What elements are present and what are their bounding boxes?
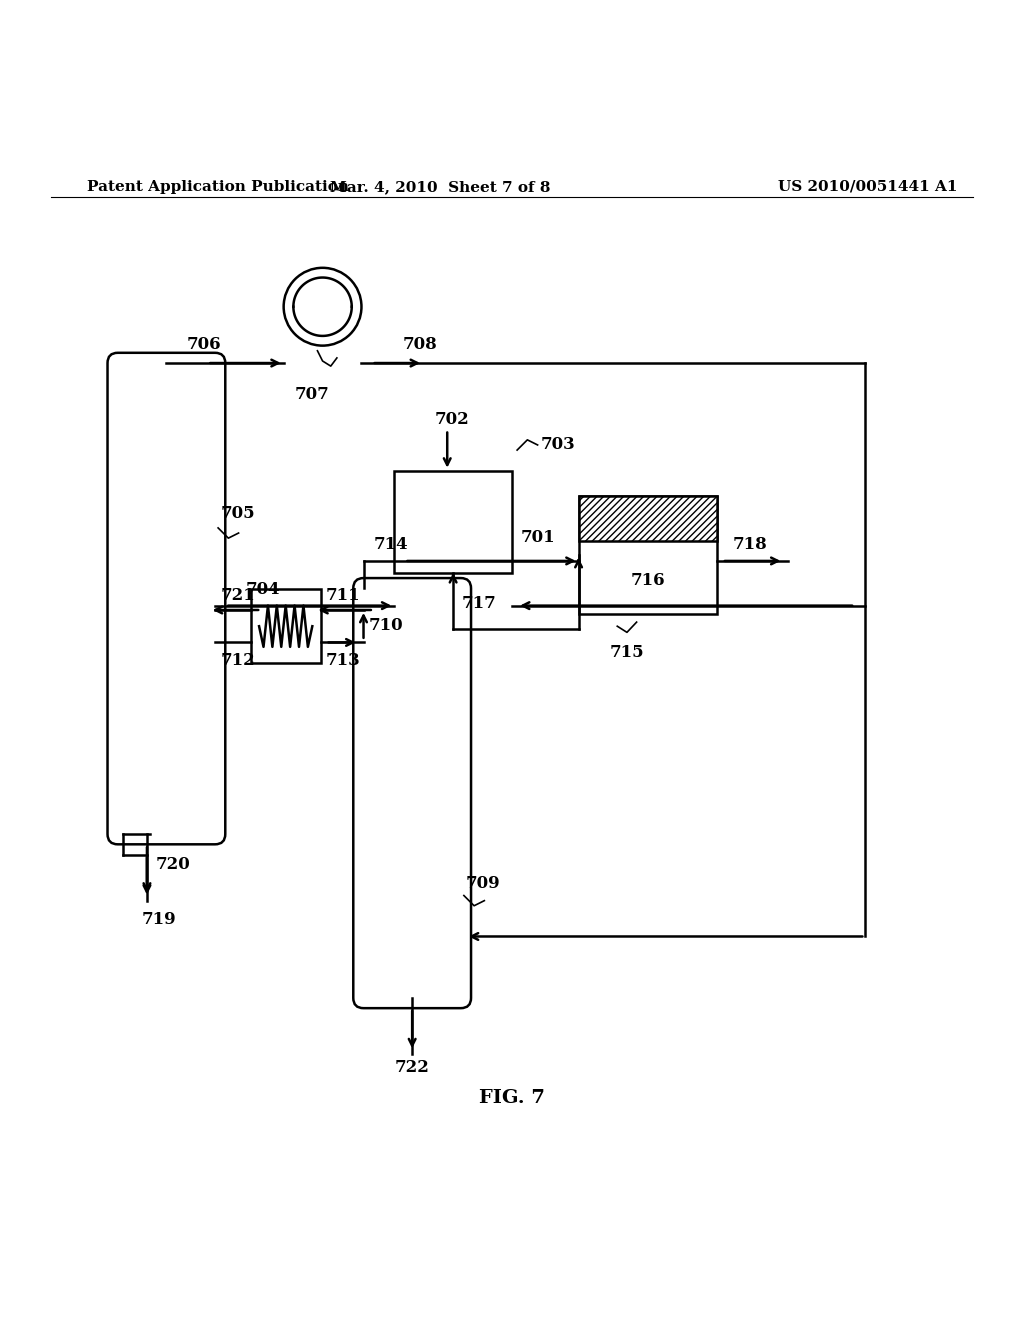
- Text: 716: 716: [631, 573, 665, 590]
- Circle shape: [284, 268, 361, 346]
- Text: 701: 701: [520, 528, 555, 545]
- Text: Mar. 4, 2010  Sheet 7 of 8: Mar. 4, 2010 Sheet 7 of 8: [330, 180, 551, 194]
- Text: 713: 713: [326, 652, 360, 669]
- Bar: [579, 496, 717, 541]
- Bar: [579, 496, 717, 614]
- FancyBboxPatch shape: [108, 352, 225, 845]
- Text: 712: 712: [220, 652, 255, 669]
- Text: 711: 711: [326, 587, 360, 605]
- Text: FIG. 7: FIG. 7: [479, 1089, 545, 1107]
- Text: 720: 720: [156, 857, 189, 874]
- Text: 702: 702: [435, 411, 470, 428]
- Text: 704: 704: [246, 581, 281, 598]
- Text: US 2010/0051441 A1: US 2010/0051441 A1: [778, 180, 957, 194]
- Bar: [394, 470, 512, 573]
- Text: Patent Application Publication: Patent Application Publication: [87, 180, 349, 194]
- Text: 705: 705: [220, 506, 255, 523]
- Bar: [251, 589, 321, 663]
- Text: 708: 708: [402, 337, 437, 354]
- Text: 719: 719: [141, 911, 176, 928]
- FancyBboxPatch shape: [353, 578, 471, 1008]
- Text: 722: 722: [394, 1059, 430, 1076]
- Text: 710: 710: [369, 616, 403, 634]
- Text: 721: 721: [220, 587, 255, 605]
- Text: 715: 715: [609, 644, 644, 661]
- Text: 718: 718: [732, 536, 767, 553]
- Text: 707: 707: [295, 387, 330, 404]
- Text: 706: 706: [186, 337, 221, 354]
- Text: 714: 714: [374, 536, 409, 553]
- Text: 703: 703: [541, 437, 575, 454]
- Text: 709: 709: [466, 875, 501, 892]
- Text: 717: 717: [461, 595, 496, 612]
